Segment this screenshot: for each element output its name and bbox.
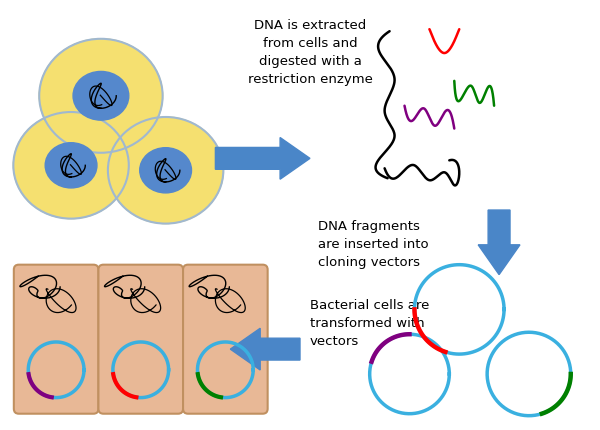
FancyBboxPatch shape xyxy=(98,265,183,414)
FancyArrow shape xyxy=(478,210,520,275)
Text: DNA fragments
are inserted into
cloning vectors: DNA fragments are inserted into cloning … xyxy=(318,220,428,269)
FancyBboxPatch shape xyxy=(14,265,98,414)
FancyArrow shape xyxy=(230,328,300,370)
Ellipse shape xyxy=(39,39,163,153)
Ellipse shape xyxy=(13,112,129,218)
Ellipse shape xyxy=(108,117,223,224)
Text: Bacterial cells are
transformed with
vectors: Bacterial cells are transformed with vec… xyxy=(310,299,430,348)
Text: DNA is extracted
from cells and
digested with a
restriction enzyme: DNA is extracted from cells and digested… xyxy=(248,19,373,86)
FancyArrow shape xyxy=(215,138,310,179)
Ellipse shape xyxy=(73,71,129,120)
Ellipse shape xyxy=(45,143,97,188)
FancyBboxPatch shape xyxy=(183,265,268,414)
Ellipse shape xyxy=(140,147,191,193)
